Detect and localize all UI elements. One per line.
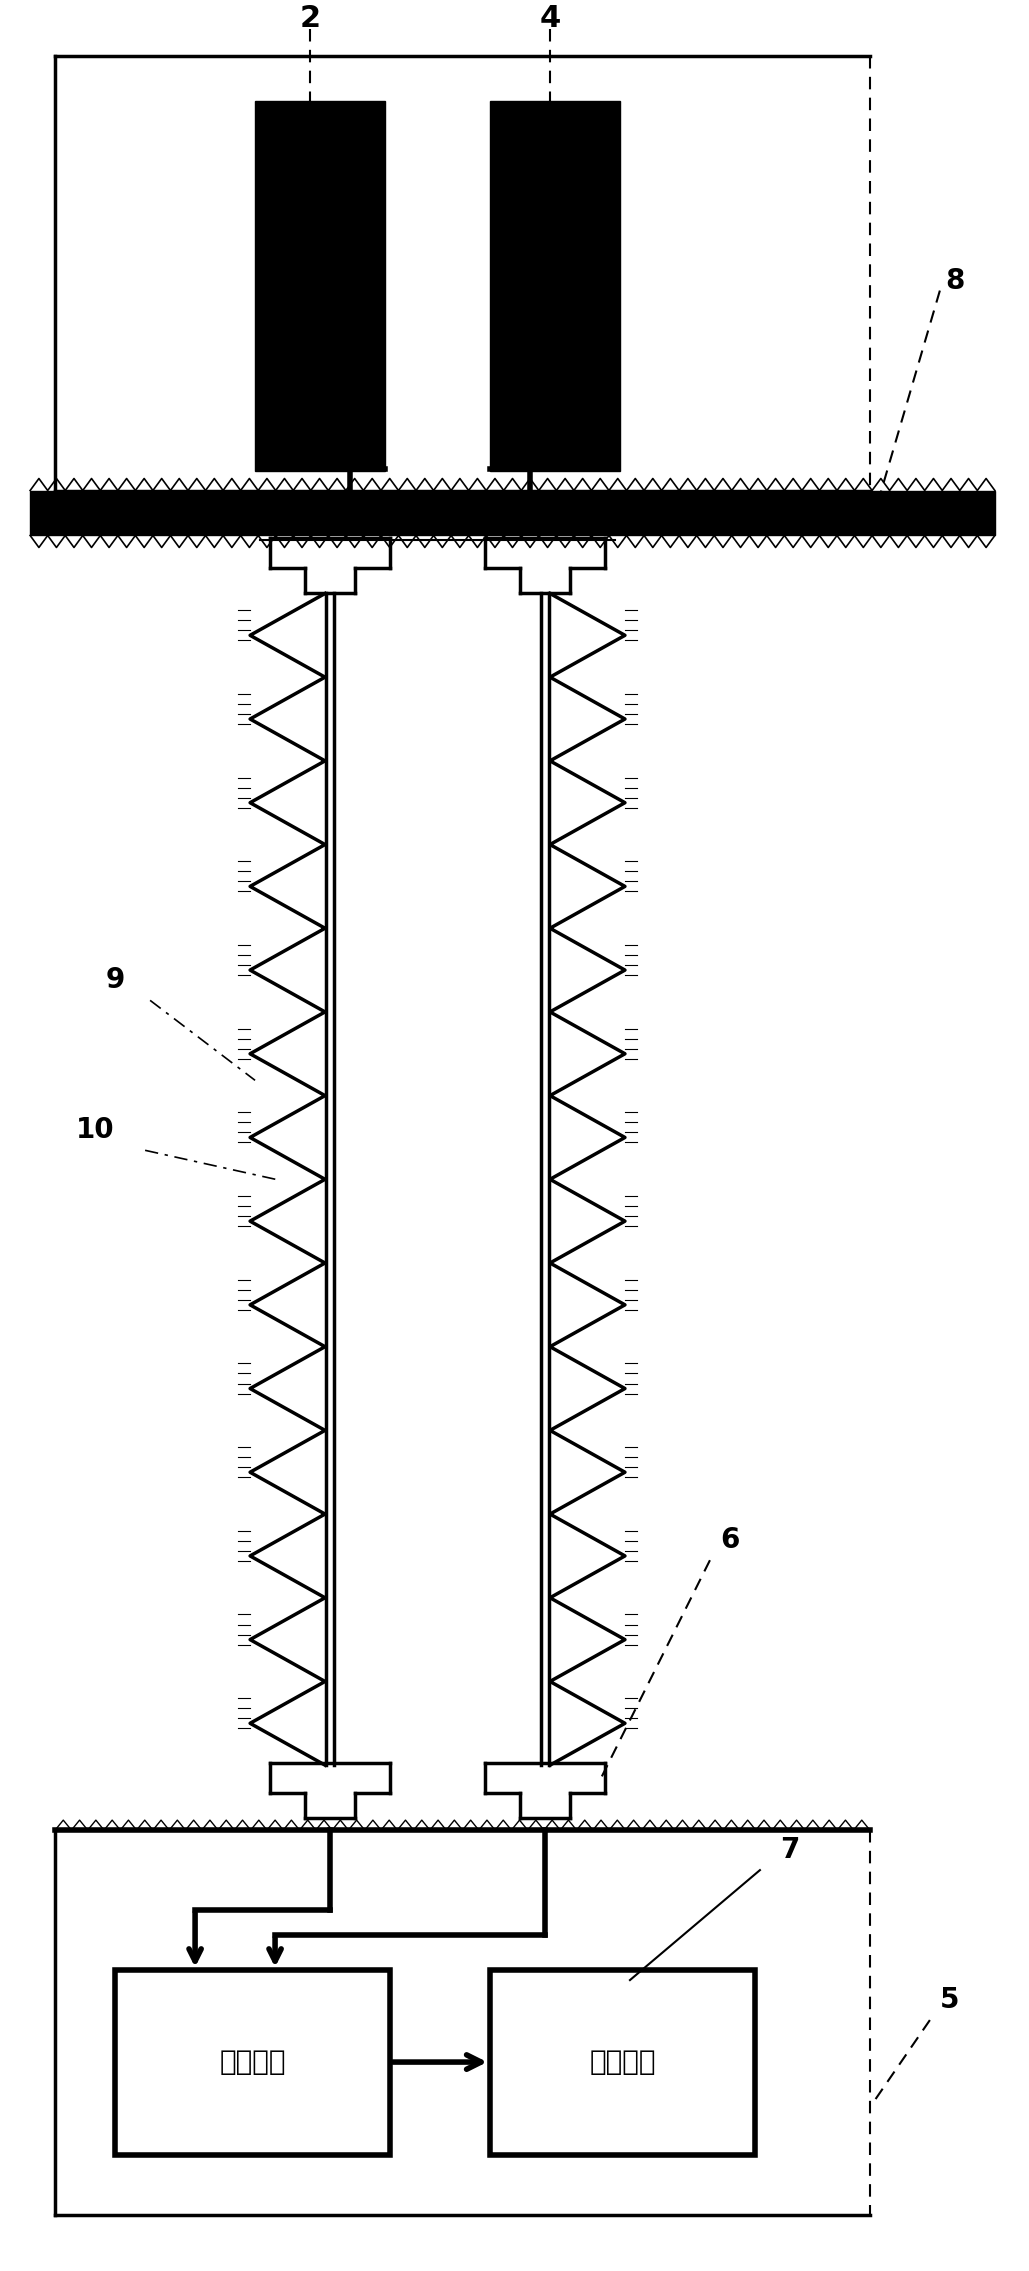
Text: 10: 10 <box>76 1117 114 1145</box>
Bar <box>30 491 995 536</box>
Text: 4: 4 <box>539 5 561 34</box>
Text: 5: 5 <box>941 1987 960 2014</box>
Text: 2: 2 <box>299 5 321 34</box>
Text: 8: 8 <box>946 266 964 295</box>
Bar <box>490 1969 755 2155</box>
Bar <box>490 100 619 470</box>
Bar <box>255 100 385 470</box>
Text: 6: 6 <box>720 1526 740 1553</box>
Text: 直流电源: 直流电源 <box>590 2048 655 2076</box>
Text: 7: 7 <box>780 1837 800 1864</box>
Text: 9: 9 <box>106 967 125 995</box>
Bar <box>115 1969 390 2155</box>
Text: 远端模块: 远端模块 <box>219 2048 286 2076</box>
